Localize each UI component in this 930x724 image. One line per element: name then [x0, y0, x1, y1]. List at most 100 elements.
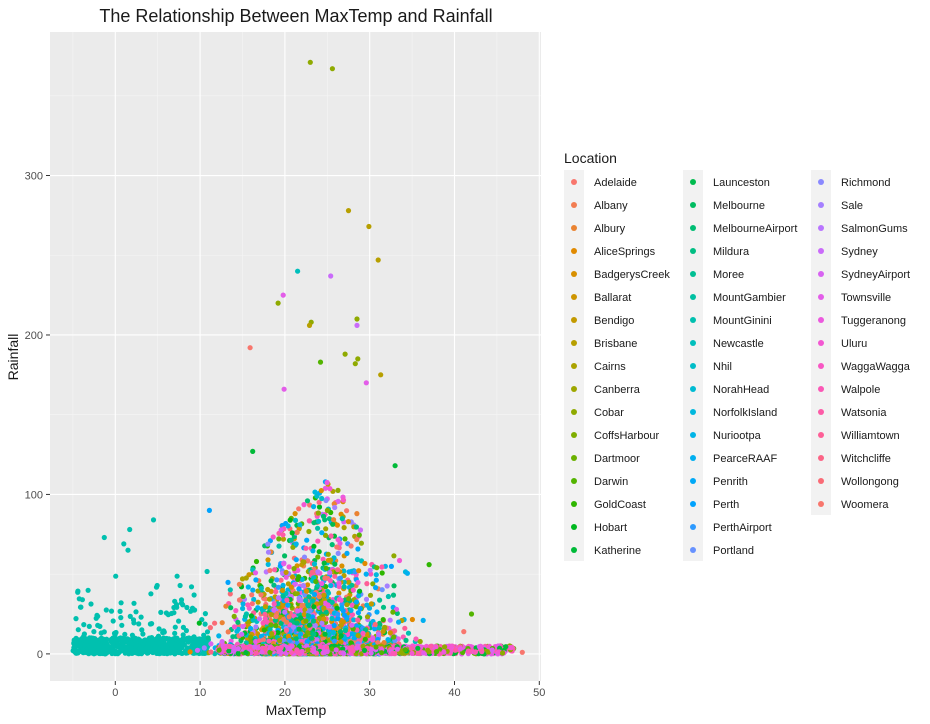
data-point	[299, 576, 305, 583]
data-point	[338, 639, 344, 645]
data-point	[316, 504, 323, 510]
data-point	[286, 564, 292, 570]
data-point	[267, 626, 273, 633]
data-point	[79, 597, 85, 603]
data-point	[286, 614, 292, 620]
data-point	[236, 581, 242, 587]
data-point	[148, 591, 154, 597]
data-point	[204, 568, 210, 575]
data-point	[344, 602, 350, 608]
data-point	[319, 620, 325, 626]
data-point	[380, 604, 387, 610]
data-point	[364, 631, 370, 637]
data-point	[139, 627, 145, 633]
data-point	[379, 564, 385, 570]
data-point	[329, 542, 335, 548]
data-point	[140, 647, 146, 653]
data-point	[104, 643, 110, 649]
data-point	[275, 595, 281, 601]
data-point	[303, 588, 309, 594]
data-point	[273, 613, 279, 620]
data-point	[379, 587, 385, 593]
data-point	[212, 651, 218, 657]
data-point	[149, 635, 155, 641]
data-point	[323, 565, 329, 571]
data-point	[311, 520, 317, 526]
data-point	[242, 613, 248, 620]
data-point	[341, 568, 347, 574]
data-point	[98, 630, 104, 636]
data-point	[355, 617, 361, 623]
data-point	[322, 631, 328, 637]
data-point	[379, 570, 385, 576]
data-point	[73, 616, 79, 622]
data-point	[329, 615, 335, 622]
data-point	[81, 642, 87, 648]
data-point	[382, 624, 388, 631]
data-point	[156, 626, 162, 632]
data-point	[306, 528, 312, 535]
data-point	[375, 640, 381, 646]
data-point	[311, 591, 318, 598]
data-point	[171, 650, 177, 656]
data-point	[326, 516, 332, 522]
data-points	[70, 59, 525, 657]
data-point	[403, 637, 409, 644]
data-point	[319, 580, 325, 587]
data-point	[338, 597, 344, 603]
data-point	[293, 636, 299, 642]
data-point	[265, 549, 272, 555]
data-point	[267, 567, 273, 574]
data-point	[334, 605, 340, 611]
data-point	[334, 544, 340, 550]
data-point	[335, 537, 341, 543]
data-point	[356, 532, 362, 538]
data-point	[370, 581, 376, 587]
data-point	[404, 570, 410, 576]
data-point	[280, 532, 286, 538]
data-point	[350, 587, 356, 593]
data-point	[208, 649, 214, 655]
data-point	[316, 615, 322, 621]
data-point	[145, 643, 151, 649]
data-point	[202, 611, 208, 617]
data-point	[121, 635, 127, 641]
data-point	[354, 556, 360, 563]
data-point	[321, 592, 327, 598]
data-point	[184, 604, 190, 611]
data-point	[265, 561, 271, 568]
data-point	[332, 561, 338, 567]
data-point	[388, 563, 394, 570]
data-point	[405, 630, 412, 636]
data-point	[396, 557, 403, 564]
data-point	[348, 640, 354, 646]
data-point	[326, 631, 332, 638]
data-point	[147, 621, 153, 627]
data-point	[304, 639, 310, 645]
data-point	[296, 626, 302, 632]
data-point	[324, 479, 330, 486]
data-point	[243, 575, 249, 581]
data-point	[110, 642, 116, 648]
grid-lines	[50, 32, 541, 681]
data-point	[234, 628, 240, 634]
data-point	[331, 638, 337, 644]
data-point	[339, 516, 345, 522]
data-point	[250, 587, 256, 593]
data-point	[272, 617, 278, 624]
data-point	[413, 636, 419, 642]
data-point	[71, 637, 77, 643]
data-point	[380, 628, 386, 635]
data-point	[88, 601, 94, 607]
data-point	[194, 647, 201, 653]
data-point	[278, 577, 284, 583]
data-point	[370, 637, 376, 643]
data-point	[278, 620, 284, 626]
data-point	[253, 624, 259, 630]
data-point	[320, 513, 327, 520]
data-point	[296, 586, 302, 592]
data-point	[240, 605, 246, 612]
data-point	[362, 636, 368, 642]
data-point	[164, 644, 170, 651]
data-point	[262, 604, 268, 610]
